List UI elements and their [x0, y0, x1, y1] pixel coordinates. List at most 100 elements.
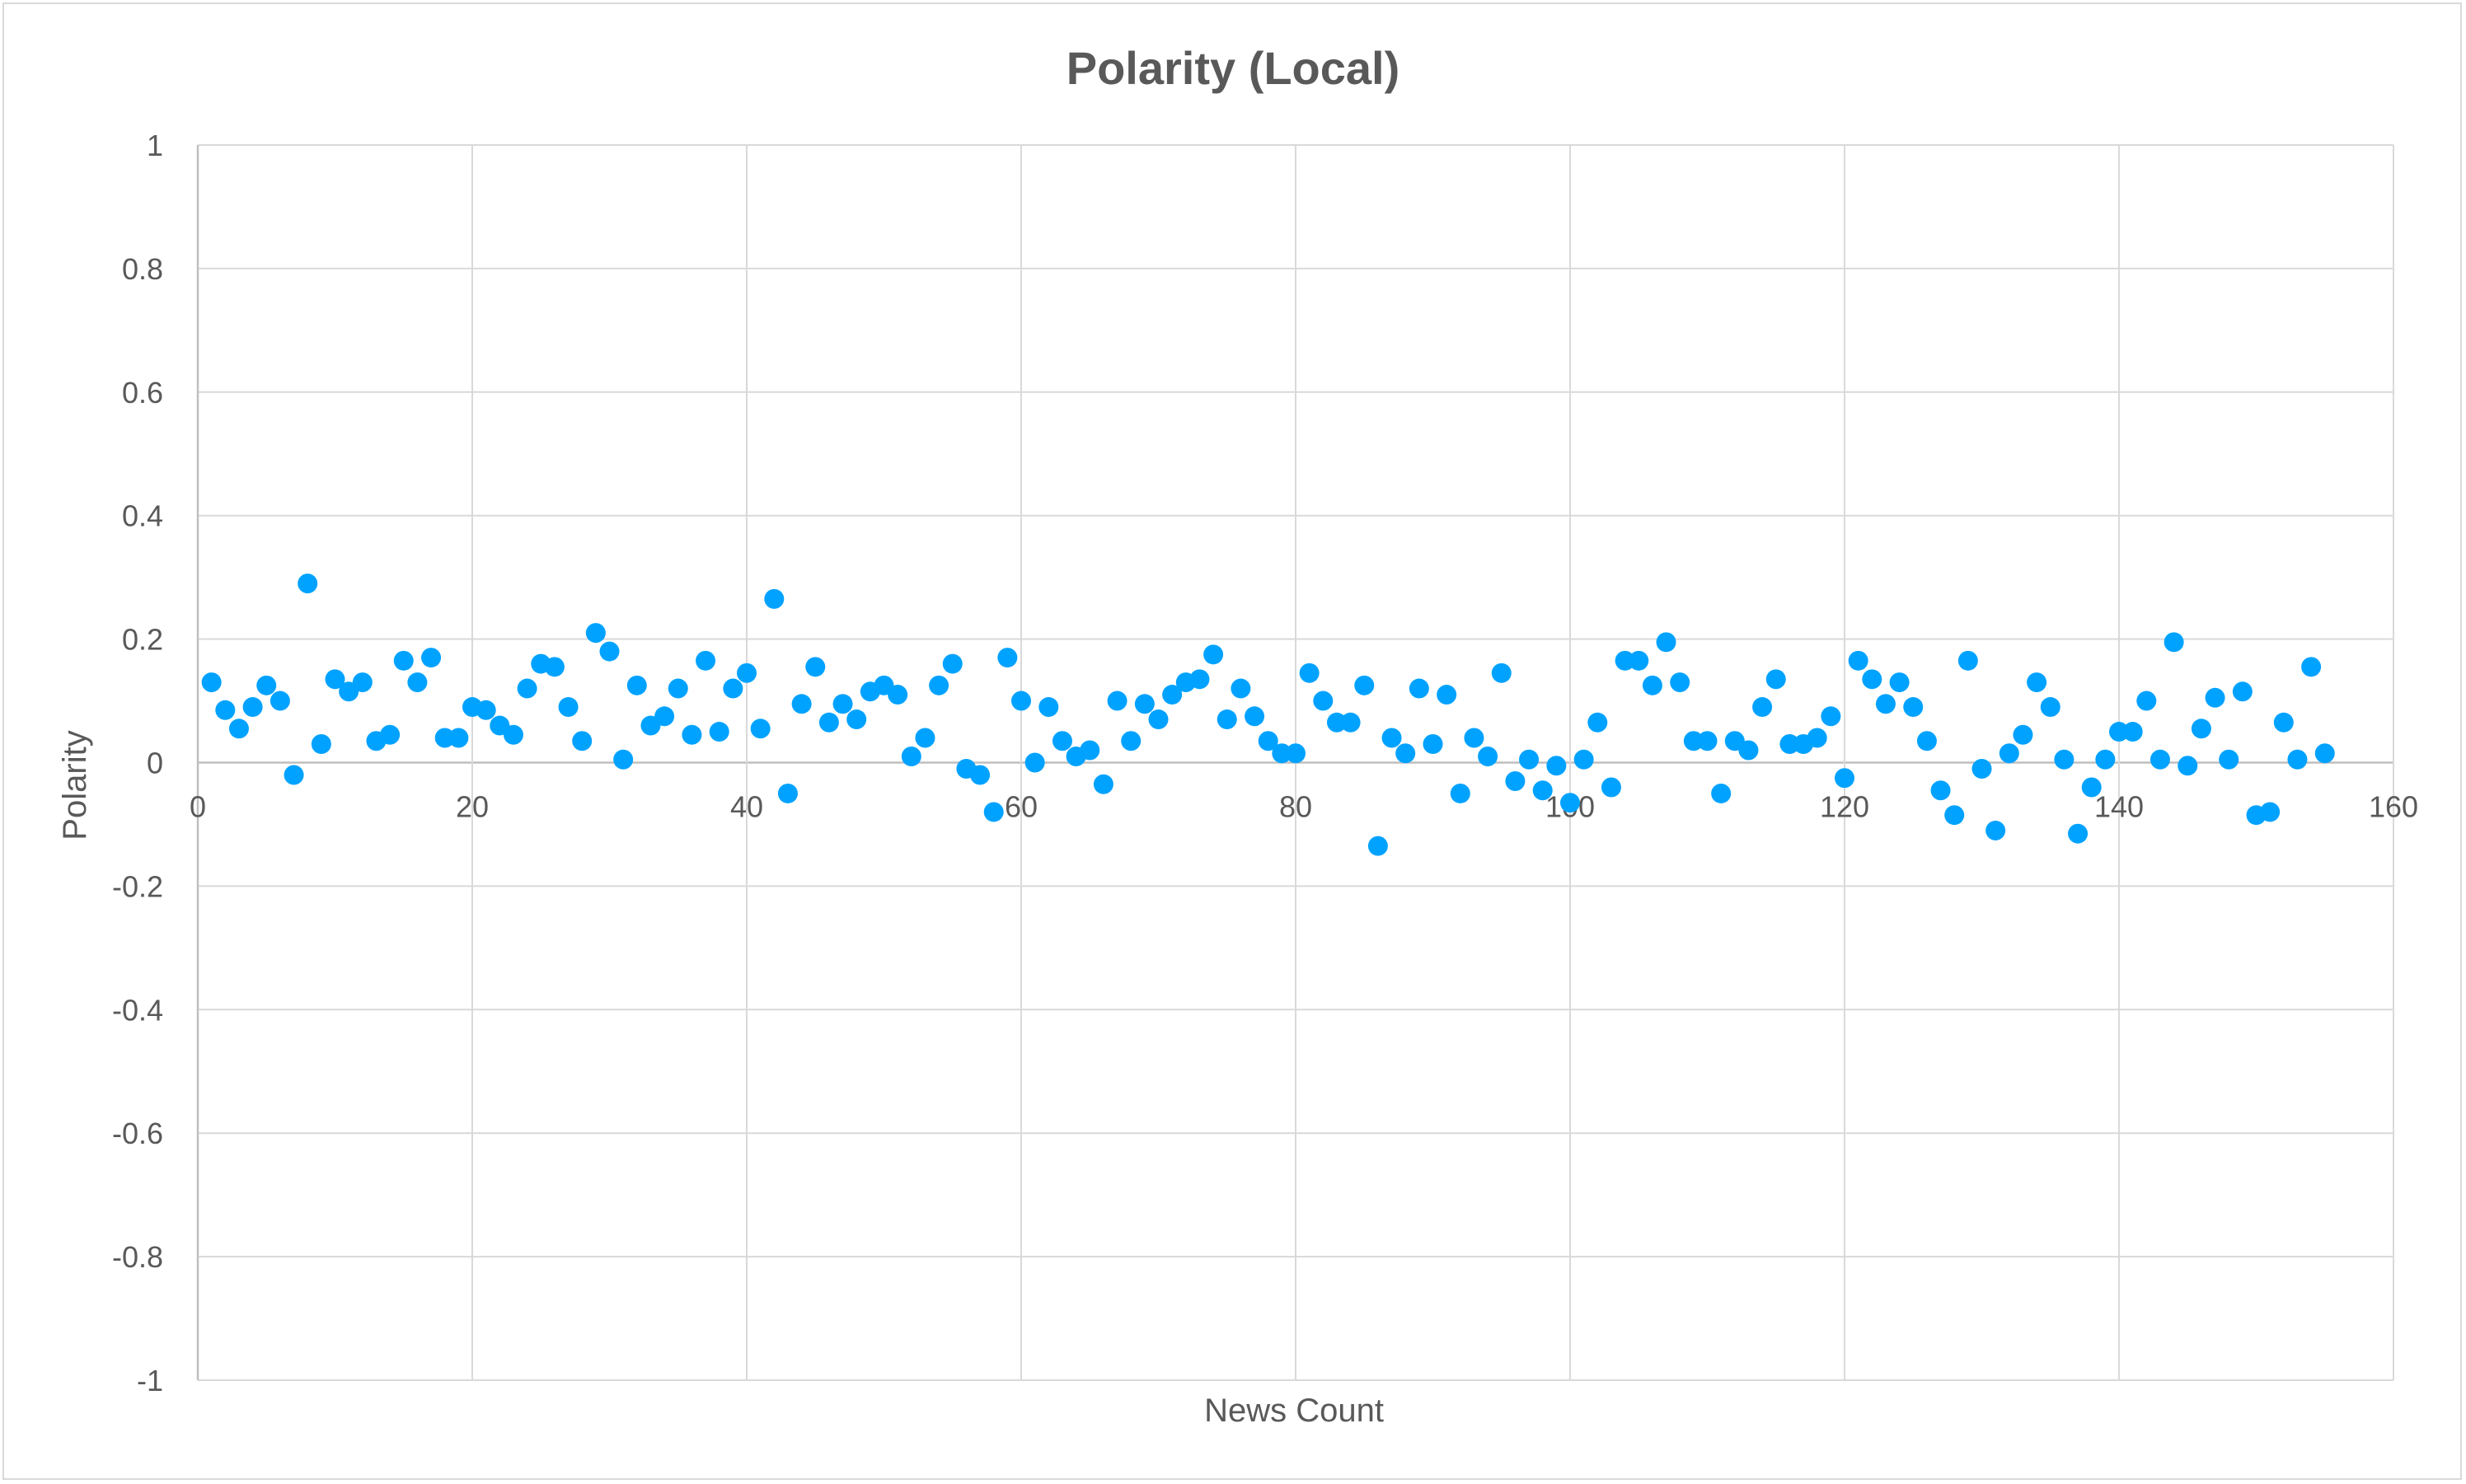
data-point — [1162, 685, 1183, 705]
data-point — [228, 719, 249, 739]
data-point — [599, 641, 620, 662]
data-point — [393, 650, 414, 671]
data-point — [2219, 749, 2239, 770]
data-point — [421, 648, 442, 668]
x-tick-label: 60 — [1005, 790, 1038, 824]
data-point — [2301, 657, 2322, 677]
y-tick-label: 0.8 — [122, 252, 163, 286]
data-point — [1080, 740, 1100, 761]
data-point — [2178, 756, 2198, 776]
data-point — [1367, 836, 1388, 856]
data-point — [1148, 709, 1169, 730]
data-point — [448, 728, 469, 748]
data-point — [1601, 777, 1621, 798]
data-point — [558, 697, 579, 718]
data-point — [626, 675, 647, 695]
data-point — [1862, 669, 1882, 690]
data-point — [997, 648, 1018, 668]
data-point — [1765, 669, 1786, 690]
data-point — [1437, 685, 1457, 705]
data-point — [654, 706, 675, 727]
data-point — [1752, 697, 1773, 718]
data-point — [1134, 694, 1155, 714]
chart-title: Polarity (Local) — [1067, 42, 1400, 94]
data-point — [1546, 756, 1567, 776]
x-tick-label: 160 — [2369, 790, 2418, 824]
data-point — [1656, 632, 1676, 653]
data-point — [970, 765, 991, 785]
data-point — [1189, 669, 1210, 690]
data-point — [2273, 712, 2294, 733]
data-point — [1464, 728, 1484, 748]
data-point — [1971, 758, 1992, 779]
data-point — [832, 694, 853, 714]
y-tick-label: -0.4 — [112, 993, 163, 1027]
data-point — [284, 765, 304, 785]
data-point — [682, 724, 702, 745]
data-point — [2095, 749, 2116, 770]
data-point — [1245, 706, 1265, 727]
data-point — [2054, 749, 2075, 770]
data-point — [242, 697, 263, 718]
data-point — [764, 588, 785, 609]
y-tick-label: -0.2 — [112, 869, 163, 903]
data-point — [1450, 783, 1470, 803]
data-point — [1313, 691, 1334, 711]
y-tick-label: -1 — [137, 1364, 163, 1397]
data-point — [805, 657, 826, 677]
data-point — [544, 657, 565, 677]
data-point — [476, 700, 496, 720]
y-tick-label: 0.2 — [122, 623, 163, 657]
data-point — [1807, 728, 1827, 748]
data-point — [1093, 774, 1113, 794]
data-point — [407, 672, 428, 693]
data-point — [1985, 820, 2006, 840]
y-tick-label: -0.8 — [112, 1240, 163, 1274]
data-point — [709, 722, 729, 742]
data-point — [983, 802, 1004, 822]
data-point — [1629, 650, 1649, 671]
data-point — [723, 678, 743, 699]
data-point — [1286, 743, 1306, 764]
data-point — [352, 672, 373, 693]
data-point — [2314, 743, 2335, 764]
data-point — [2081, 777, 2102, 798]
x-tick-label: 80 — [1279, 790, 1312, 824]
data-point — [2260, 802, 2281, 822]
data-point — [2205, 687, 2225, 708]
data-point — [942, 653, 963, 674]
data-point — [613, 749, 634, 770]
data-point — [668, 678, 688, 699]
data-point — [1011, 691, 1031, 711]
data-point — [1340, 712, 1361, 733]
data-point — [572, 731, 593, 751]
y-tick-label: 1 — [147, 129, 163, 162]
data-point — [1848, 650, 1868, 671]
data-point — [1532, 780, 1553, 801]
data-point — [1957, 650, 1978, 671]
data-point — [311, 734, 331, 755]
data-point — [2040, 697, 2060, 718]
y-axis-title: Polarity — [57, 730, 93, 840]
data-point — [1024, 752, 1045, 773]
data-point — [2013, 724, 2033, 745]
data-point — [1779, 734, 1800, 755]
data-point — [1875, 694, 1896, 714]
data-point — [1944, 805, 1965, 826]
data-point — [1299, 662, 1320, 683]
data-point — [2122, 722, 2143, 742]
data-point — [1711, 783, 1732, 803]
y-tick-label: 0 — [147, 747, 163, 780]
data-point — [1217, 709, 1237, 730]
data-point — [1505, 770, 1526, 791]
data-point — [2232, 681, 2253, 702]
data-point — [1670, 672, 1690, 693]
data-point — [298, 573, 318, 594]
data-point — [270, 691, 290, 711]
data-point — [1478, 747, 1498, 767]
data-point — [1889, 672, 1910, 693]
data-point — [846, 709, 867, 730]
data-point — [915, 728, 935, 748]
data-point — [1683, 731, 1704, 751]
data-point — [1930, 780, 1951, 801]
